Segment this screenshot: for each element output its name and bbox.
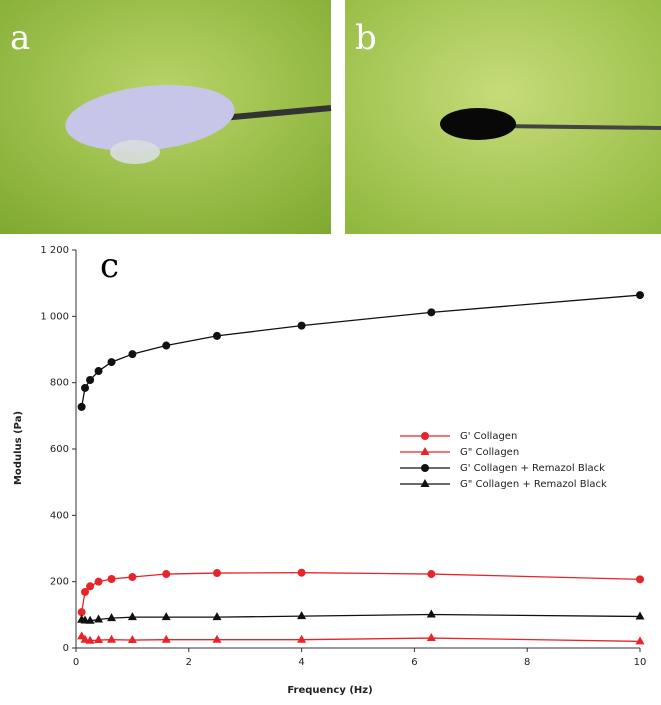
data-point (161, 612, 171, 621)
x-tick-label: 2 (186, 657, 192, 668)
x-axis-title: Frequency (Hz) (287, 685, 372, 696)
data-point (426, 633, 436, 642)
chart-label: c (100, 246, 119, 286)
data-point (86, 376, 95, 385)
data-point (128, 573, 137, 582)
data-point (426, 609, 436, 618)
data-point (107, 575, 116, 584)
data-point (635, 611, 645, 620)
x-tick-label: 4 (298, 657, 304, 668)
data-point (635, 636, 645, 645)
data-point (81, 587, 90, 596)
data-point (127, 612, 137, 621)
legend-marker (420, 479, 430, 487)
series-line (81, 294, 641, 407)
x-tick-label: 0 (73, 657, 79, 668)
data-point (81, 383, 90, 392)
data-point (107, 613, 117, 622)
data-point (427, 308, 436, 317)
data-point (80, 634, 90, 643)
data-point (297, 321, 306, 330)
data-point (128, 350, 137, 359)
x-tick-label: 6 (411, 657, 417, 668)
photo-b: b (345, 0, 661, 234)
legend-label: G" Collagen (460, 447, 519, 458)
data-point (636, 291, 644, 300)
panel-label: b (355, 18, 377, 58)
y-axis-title: Modulus (Pa) (13, 411, 24, 485)
y-tick-label: 1 000 (40, 311, 69, 322)
data-point (213, 569, 221, 578)
data-point (297, 634, 307, 643)
data-point (85, 635, 95, 644)
legend-marker (420, 447, 430, 455)
series-line (80, 572, 641, 613)
data-point (297, 568, 306, 577)
data-point (77, 402, 86, 411)
legend-marker (421, 464, 429, 472)
legend-label: G' Collagen (460, 431, 517, 442)
data-point (127, 635, 137, 644)
x-tick-label: 8 (524, 657, 530, 668)
data-point (94, 614, 104, 623)
data-point (213, 331, 221, 340)
data-point (77, 608, 86, 617)
x-tick-label: 10 (634, 657, 647, 668)
data-point (297, 611, 307, 620)
data-point (94, 635, 104, 644)
data-point (162, 341, 171, 350)
data-point (94, 367, 103, 376)
y-tick-label: 400 (50, 510, 69, 521)
y-tick-label: 800 (50, 378, 69, 389)
data-point (161, 634, 171, 643)
photo-a: a (0, 0, 332, 234)
y-tick-label: 1 200 (40, 245, 69, 256)
y-tick-label: 200 (50, 577, 69, 588)
y-tick-label: 0 (63, 643, 69, 654)
data-point (85, 615, 95, 624)
y-tick-label: 600 (50, 444, 69, 455)
data-point (212, 634, 222, 643)
data-point (636, 575, 644, 584)
data-point (107, 358, 116, 367)
data-point (86, 582, 95, 591)
data-point (94, 577, 103, 586)
data-point (212, 612, 222, 621)
legend-label: G' Collagen + Remazol Black (460, 463, 605, 474)
data-point (427, 570, 436, 579)
data-point (107, 634, 117, 643)
panel-label: a (10, 18, 30, 58)
legend-label: G" Collagen + Remazol Black (460, 479, 607, 490)
data-point (162, 570, 171, 579)
legend-marker (421, 432, 429, 440)
